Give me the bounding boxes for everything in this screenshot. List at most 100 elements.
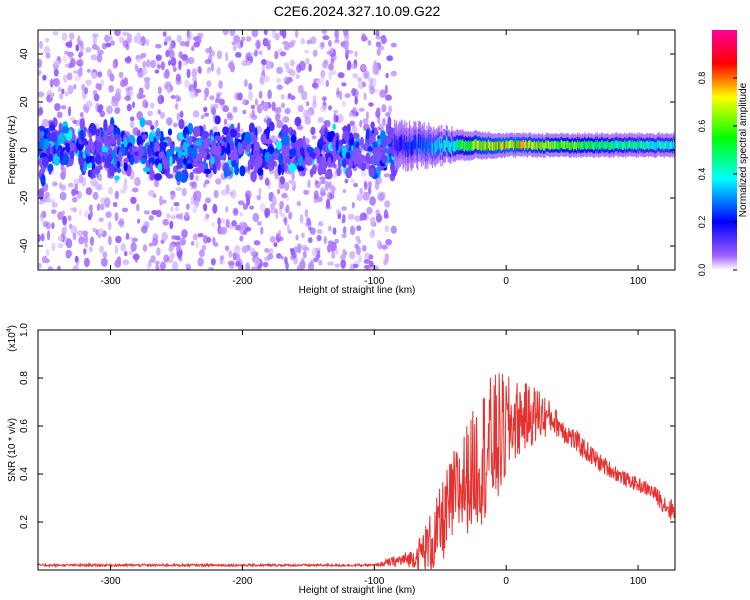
noise-speckle xyxy=(329,186,337,192)
noise-speckle xyxy=(354,96,358,105)
noise-speckle xyxy=(41,255,48,264)
noise-speckle xyxy=(170,42,174,51)
noise-speckle xyxy=(166,35,172,42)
noise-speckle xyxy=(157,86,162,95)
noise-speckle xyxy=(39,200,44,205)
tone-band-cell xyxy=(623,141,625,150)
tone-band-cell xyxy=(531,141,533,150)
noise-speckle xyxy=(320,41,325,48)
tone-band-cell xyxy=(408,134,411,150)
core-band-blob xyxy=(297,138,304,149)
noise-speckle xyxy=(100,79,105,87)
noise-speckle xyxy=(145,119,153,126)
noise-speckle xyxy=(215,93,221,102)
tone-band-cell xyxy=(574,141,576,150)
noise-speckle xyxy=(300,90,308,101)
tone-band-cell xyxy=(630,140,632,149)
noise-speckle xyxy=(212,125,218,134)
noise-speckle xyxy=(343,30,349,36)
noise-speckle xyxy=(213,189,219,199)
noise-speckle xyxy=(115,235,122,244)
noise-speckle xyxy=(369,78,373,87)
core-band-blob xyxy=(141,134,149,140)
noise-speckle xyxy=(85,47,92,53)
tone-band-cell xyxy=(672,142,674,151)
noise-speckle xyxy=(211,258,216,266)
noise-speckle xyxy=(74,255,79,263)
noise-speckle xyxy=(375,35,382,40)
noise-speckle xyxy=(231,220,238,227)
noise-speckle xyxy=(191,181,198,190)
noise-speckle xyxy=(276,188,281,195)
tone-band-cell xyxy=(549,141,551,150)
tone-band-cell xyxy=(536,141,538,150)
tone-band-cell xyxy=(638,139,640,148)
noise-speckle xyxy=(164,69,170,79)
tone-band-cell xyxy=(546,140,548,149)
core-band-blob xyxy=(116,167,122,174)
noise-speckle xyxy=(61,88,65,95)
tone-band-cell xyxy=(422,139,424,153)
noise-speckle xyxy=(70,225,78,236)
noise-speckle xyxy=(84,209,88,218)
noise-speckle xyxy=(48,266,54,270)
noise-speckle xyxy=(148,189,156,197)
tone-band-cell xyxy=(527,142,529,151)
noise-speckle xyxy=(96,53,103,63)
core-band-blob xyxy=(205,137,209,149)
tone-band-cell xyxy=(644,142,646,151)
core-band-blob xyxy=(257,168,264,176)
tone-band-cell xyxy=(667,141,669,150)
noise-speckle xyxy=(382,117,386,127)
noise-speckle xyxy=(354,50,358,58)
noise-speckle xyxy=(68,52,73,60)
noise-speckle xyxy=(363,92,367,101)
tone-band-cell xyxy=(461,140,463,151)
noise-speckle xyxy=(114,212,119,222)
noise-speckle xyxy=(203,106,208,113)
noise-speckle xyxy=(284,256,288,265)
noise-speckle xyxy=(117,220,125,226)
tone-band-cell xyxy=(510,140,512,148)
noise-speckle xyxy=(169,252,175,259)
noise-speckle xyxy=(132,253,140,261)
noise-speckle xyxy=(252,212,260,223)
noise-speckle xyxy=(167,60,172,66)
core-band-blob xyxy=(136,129,141,138)
noise-speckle xyxy=(296,200,302,207)
noise-speckle xyxy=(174,207,180,211)
noise-speckle xyxy=(363,181,368,191)
core-band-blob xyxy=(277,163,282,176)
noise-speckle xyxy=(253,51,258,57)
tone-band-cell xyxy=(498,141,500,150)
noise-speckle xyxy=(372,66,379,75)
core-band-blob xyxy=(176,154,183,167)
noise-speckle xyxy=(73,178,81,186)
noise-speckle xyxy=(46,230,51,241)
noise-speckle xyxy=(92,35,98,45)
noise-speckle xyxy=(258,90,263,99)
tone-band-cell xyxy=(515,142,517,151)
tone-band-cell xyxy=(447,140,449,152)
noise-speckle xyxy=(296,265,303,270)
noise-speckle xyxy=(157,64,161,69)
tone-band-cell xyxy=(530,141,532,150)
noise-speckle xyxy=(363,264,371,270)
noise-speckle xyxy=(128,250,133,255)
noise-speckle xyxy=(267,89,272,100)
tone-band-cell xyxy=(551,141,553,149)
core-band-blob xyxy=(367,146,373,152)
noise-speckle xyxy=(136,92,143,100)
noise-speckle xyxy=(179,110,184,118)
noise-speckle xyxy=(335,248,339,255)
noise-speckle xyxy=(322,60,328,69)
tone-band-cell xyxy=(395,139,397,155)
tone-band-cell xyxy=(583,141,585,150)
noise-speckle xyxy=(242,230,248,235)
noise-speckle xyxy=(61,32,68,41)
core-band-blob xyxy=(178,131,184,142)
tone-band-cell xyxy=(595,140,597,148)
noise-speckle xyxy=(85,100,93,108)
tone-band-cell xyxy=(563,141,565,150)
noise-speckle xyxy=(255,39,262,50)
